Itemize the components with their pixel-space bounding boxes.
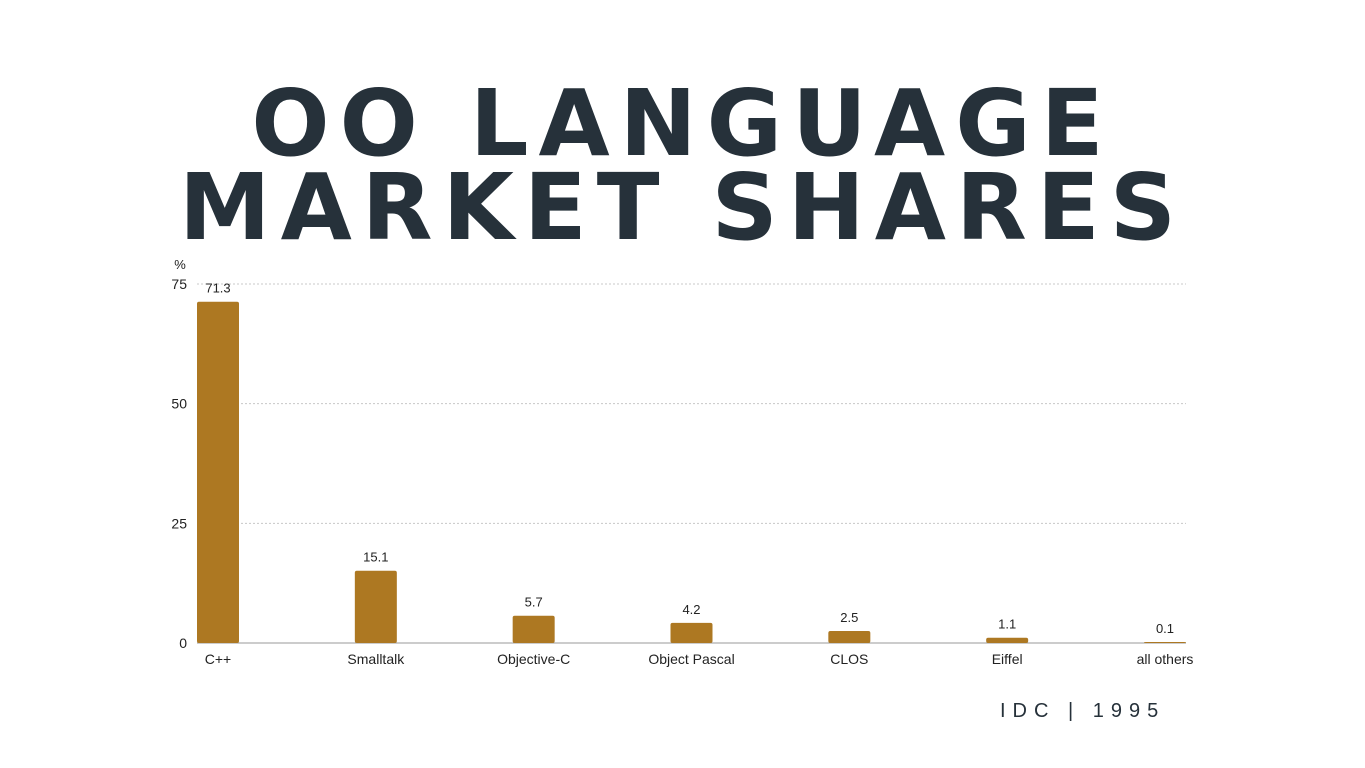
x-tick-label: Smalltalk [347, 651, 405, 667]
x-tick-label: Objective-C [497, 651, 570, 667]
bar [354, 570, 397, 643]
x-tick-label: C++ [205, 651, 231, 667]
y-tick-label: 0 [179, 635, 187, 651]
x-tick-label: Eiffel [992, 651, 1023, 667]
y-axis-label: % [174, 257, 186, 272]
y-tick-label: 25 [171, 515, 187, 531]
y-tick-label: 75 [171, 276, 187, 292]
data-label: 1.1 [998, 617, 1016, 632]
data-label: 0.1 [1156, 621, 1174, 636]
bar [828, 631, 871, 643]
bar [1144, 642, 1186, 643]
data-label: 4.2 [682, 602, 700, 617]
y-tick-label: 50 [171, 396, 187, 412]
source-label: IDC | 1995 [1000, 700, 1166, 722]
chart-title-line-1: OO LANGUAGE [251, 70, 1114, 177]
data-label: 2.5 [840, 610, 858, 625]
data-label: 71.3 [205, 281, 230, 296]
bar [986, 637, 1029, 643]
x-tick-label: CLOS [830, 651, 868, 667]
data-label: 5.7 [525, 595, 543, 610]
chart-title-line-2: MARKET SHARES [179, 154, 1186, 261]
bar [197, 301, 239, 643]
bar [512, 615, 555, 643]
bar [670, 622, 713, 643]
data-label: 15.1 [363, 550, 388, 565]
x-tick-label: all others [1137, 651, 1194, 667]
x-tick-label: Object Pascal [648, 651, 734, 667]
